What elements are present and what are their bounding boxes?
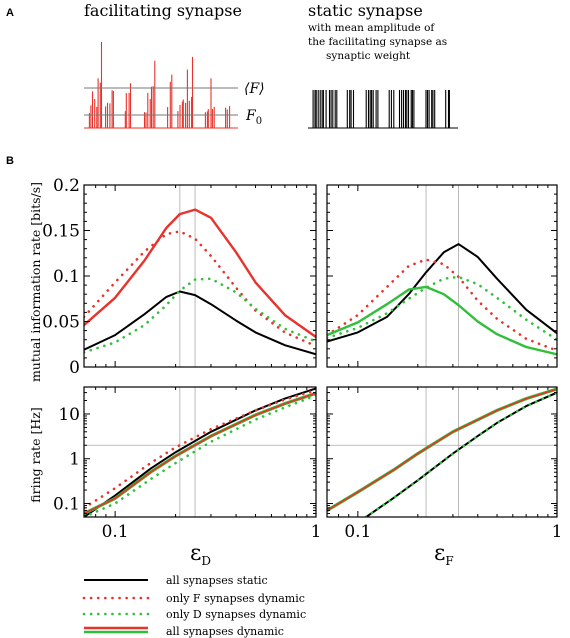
series-static [84,290,316,356]
y-tick-label: 0.15 [42,222,80,242]
mi-vs-eps-d-panel: 0 0.05 0.1 0.15 0.2 [42,176,317,378]
x-axis-label-eps-d: εD [190,541,211,568]
f0-label: F0 [245,108,262,127]
series-D_dynamic [364,391,557,517]
x-axis-label-eps-f: εF [434,541,454,568]
series-all_dynamic [327,285,557,356]
x-tick-label: 1 [311,522,322,542]
y-tick-label: 1 [69,450,80,470]
series-static [365,391,557,517]
y-tick-label: 0 [69,358,80,378]
plot-frame [326,386,558,518]
series-static [84,387,316,517]
series-F_dynamic [84,230,316,348]
series-D_dynamic [84,277,316,354]
y-tick-label: 0.1 [53,495,80,515]
legend-label-static: all synapses static [166,574,268,587]
static-spike-train [308,90,458,129]
rate-vs-eps-f-panel: 0.1 1 [326,386,563,542]
series-all_dynamic-overlay [84,392,316,515]
static-subtitle-1: with mean amplitude of [308,22,435,34]
series-static [327,243,557,343]
y-axis-label-rate: firing rate [Hz] [28,407,43,502]
rate-vs-eps-d-panel: 0.1 1 0.1 1 10 [53,386,322,542]
static-subtitle-3: synaptic weight [326,50,411,62]
facilitating-title: facilitating synapse [84,1,242,20]
static-subtitle-2: the facilitating synapse as [308,36,447,48]
y-axis-label-mi: mutual information rate [bits/s] [28,182,43,382]
x-tick-label: 1 [552,522,563,542]
series-D_dynamic [84,394,316,517]
x-tick-label: 0.1 [102,522,129,542]
series-all_dynamic [84,208,316,339]
mean-f-label: ⟨F⟩ [244,81,265,97]
static-title: static synapse [308,1,423,20]
x-tick-label: 0.1 [344,522,371,542]
panel-a-label: A [6,7,14,19]
legend: all synapses static only F synapses dyna… [82,574,306,638]
legend-label-f-dynamic: only F synapses dynamic [166,592,305,605]
mi-vs-eps-f-panel [326,184,558,368]
panel-b-label: B [6,155,14,167]
legend-label-all-dynamic: all synapses dynamic [166,625,284,638]
series-F_dynamic [327,258,557,352]
series-all_dynamic-overlay [327,388,557,512]
legend-label-d-dynamic: only D synapses dynamic [166,608,306,621]
y-tick-label: 0.2 [53,176,80,196]
y-tick-label: 0.1 [53,267,80,287]
plot-frame [326,184,558,368]
y-tick-label: 0.05 [42,313,80,333]
y-tick-label: 10 [58,405,80,425]
plot-frame [83,386,317,518]
